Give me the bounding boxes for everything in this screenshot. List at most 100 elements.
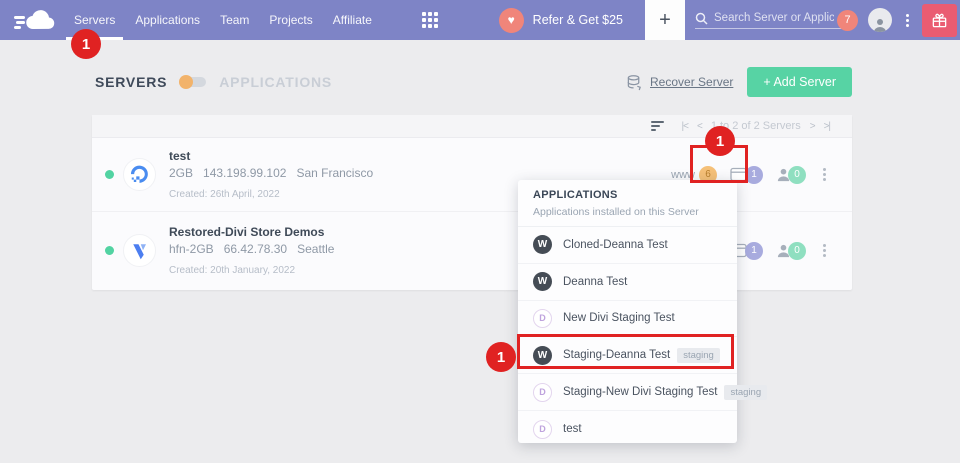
app-item-cloned-deanna-test[interactable]: W Cloned-Deanna Test [518, 227, 737, 264]
navbar-right-group: ♥ Refer & Get $25 + 7 [498, 0, 960, 40]
app-item-staging-deanna-test[interactable]: W Staging-Deanna Test staging [518, 337, 737, 375]
server-plan: hfn-2GB [169, 242, 214, 256]
server-created-date: Created: 20th January, 2022 [169, 265, 296, 276]
app-label: Staging-Deanna Test [563, 349, 671, 362]
more-options-icon[interactable] [902, 10, 913, 31]
vultr-icon [123, 234, 156, 267]
server-location: San Francisco [296, 166, 374, 180]
server-specs: hfn-2GB 66.42.78.30 Seattle [169, 242, 334, 256]
search-input[interactable] [714, 12, 834, 24]
dropdown-header: APPLICATIONS Applications installed on t… [518, 180, 737, 227]
server-plan: 2GB [169, 166, 194, 180]
server-menu-icon[interactable] [819, 240, 830, 261]
applications-dropdown: APPLICATIONS Applications installed on t… [518, 180, 768, 443]
app-label: Deanna Test [563, 275, 628, 288]
team-count-badge: 0 [788, 165, 806, 184]
server-row-badges: www 6 1 0 [671, 164, 830, 185]
app-label: Staging-New Divi Staging Test [563, 386, 718, 399]
main-nav: Servers Applications Team Projects Affil… [66, 0, 374, 40]
app-item-staging-new-divi-staging-test[interactable]: D Staging-New Divi Staging Test staging [518, 374, 768, 411]
gift-icon[interactable] [922, 3, 957, 37]
list-header: |< < 1 to 2 of 2 Servers > >| [92, 115, 852, 138]
server-status-dot [105, 170, 114, 179]
server-location: Seattle [297, 242, 335, 256]
nav-item-label: Servers [74, 13, 116, 27]
servers-applications-toggle-group: SERVERS APPLICATIONS [92, 74, 332, 90]
pagination-prev-button[interactable]: < [696, 120, 703, 132]
team-icon [777, 244, 790, 258]
sort-filter-icon[interactable] [650, 121, 664, 131]
team-badge[interactable]: 0 [776, 165, 806, 184]
heart-icon[interactable]: ♥ [498, 7, 524, 33]
nav-item-projects[interactable]: Projects [267, 0, 314, 40]
server-created-date: Created: 26th April, 2022 [169, 189, 280, 200]
app-label: New Divi Staging Test [563, 312, 675, 325]
pagination-next-button[interactable]: > [809, 120, 816, 132]
recover-server-icon [627, 74, 641, 90]
view-toggle[interactable] [179, 75, 207, 89]
pagination-last-button[interactable]: >| [823, 120, 832, 132]
cloudways-logo[interactable] [14, 6, 56, 34]
staging-tag: staging [724, 384, 768, 400]
pagination-label: 1 to 2 of 2 Servers [710, 120, 801, 132]
divi-icon: D [533, 382, 552, 402]
app-label: Cloned-Deanna Test [563, 238, 668, 251]
divi-icon: D [533, 308, 552, 328]
nav-item-affiliate[interactable]: Affiliate [331, 0, 374, 40]
staging-tag: staging [677, 347, 720, 363]
notification-badge[interactable]: 7 [837, 9, 858, 31]
refer-link[interactable]: Refer & Get $25 [532, 13, 623, 27]
nav-item-team[interactable]: Team [218, 0, 251, 40]
wordpress-icon: W [533, 272, 552, 292]
divi-icon: D [533, 419, 552, 439]
recover-server-label: Recover Server [650, 75, 734, 89]
step-marker-www-badge: 1 [705, 126, 735, 156]
search-icon [695, 12, 708, 25]
team-count-badge: 0 [788, 241, 806, 260]
dropdown-subtitle: Applications installed on this Server [533, 206, 699, 218]
www-label: www [671, 168, 695, 181]
step-marker-staging-app: 1 [486, 342, 516, 372]
add-new-button[interactable]: + [645, 0, 685, 40]
applications-view-label[interactable]: APPLICATIONS [219, 74, 333, 90]
toggle-knob [179, 75, 194, 89]
top-navbar: Servers Applications Team Projects Affil… [0, 0, 960, 40]
apps-count-badge: 6 [699, 165, 717, 184]
server-ip: 143.198.99.102 [203, 166, 287, 180]
nav-item-label: Applications [135, 13, 201, 27]
digitalocean-icon [123, 158, 156, 191]
server-status-dot [105, 246, 114, 255]
server-name[interactable]: test [169, 149, 191, 163]
server-row-test[interactable]: test 2GB 143.198.99.102 San Francisco Cr… [92, 138, 852, 211]
wordpress-icon: W [533, 345, 552, 365]
server-list-panel: |< < 1 to 2 of 2 Servers > >| test 2GB 1 [92, 115, 852, 290]
recover-server-link[interactable]: Recover Server [626, 74, 733, 91]
server-row-badges: 1 0 [730, 240, 830, 261]
app-item-test[interactable]: D test [518, 411, 737, 448]
apps-grid-icon[interactable] [421, 12, 438, 28]
step-marker-servers: 1 [71, 29, 101, 59]
server-name[interactable]: Restored-Divi Store Demos [169, 225, 325, 239]
nav-item-applications[interactable]: Applications [133, 0, 202, 40]
projects-count-badge: 1 [745, 165, 763, 184]
team-badge[interactable]: 0 [776, 241, 806, 260]
servers-view-label: SERVERS [95, 74, 168, 90]
app-item-deanna-test[interactable]: W Deanna Test [518, 264, 737, 301]
app-item-new-divi-staging-test[interactable]: D New Divi Staging Test [518, 301, 737, 338]
heart-glyph: ♥ [507, 13, 515, 27]
server-menu-icon[interactable] [819, 164, 830, 185]
user-avatar[interactable] [868, 8, 892, 32]
dropdown-title: APPLICATIONS [533, 189, 618, 201]
list-toolbar: SERVERS APPLICATIONS Recover Server + Ad… [92, 64, 852, 100]
pagination: |< < 1 to 2 of 2 Servers > >| [681, 120, 832, 132]
team-icon [777, 168, 790, 182]
server-info: Restored-Divi Store Demos hfn-2GB 66.42.… [169, 225, 334, 276]
server-row-restored-divi[interactable]: Restored-Divi Store Demos hfn-2GB 66.42.… [92, 211, 852, 289]
projects-count-badge: 1 [745, 241, 763, 260]
www-applications-badge[interactable]: www 6 [671, 165, 717, 184]
pagination-first-button[interactable]: |< [681, 120, 690, 132]
add-server-button[interactable]: + Add Server [747, 67, 852, 97]
nav-item-label: Projects [269, 13, 313, 27]
app-label: test [563, 423, 582, 436]
